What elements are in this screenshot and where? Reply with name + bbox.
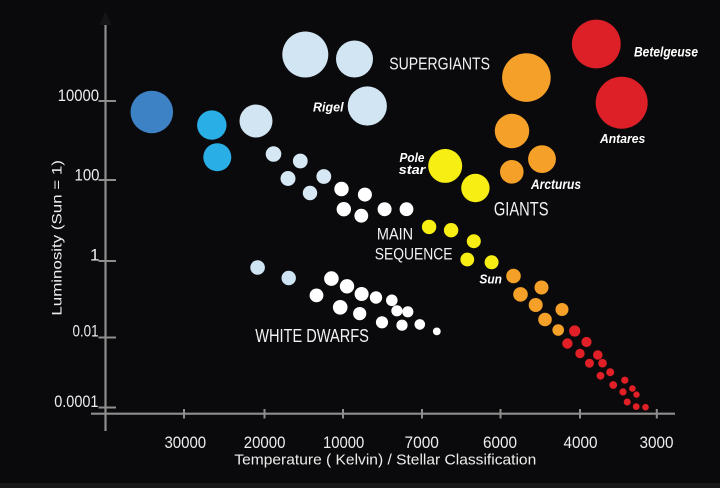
svg-text:Rigel: Rigel xyxy=(313,100,344,114)
svg-text:WHITE DWARFS: WHITE DWARFS xyxy=(255,325,369,346)
svg-text:Pole: Pole xyxy=(400,150,425,165)
svg-text:0.01: 0.01 xyxy=(73,322,99,341)
svg-text:10000: 10000 xyxy=(323,433,364,452)
svg-text:SUPERGIANTS: SUPERGIANTS xyxy=(389,54,490,74)
svg-text:Temperature ( Kelvin) / Stella: Temperature ( Kelvin) / Stellar Classifi… xyxy=(234,452,536,469)
svg-text:1: 1 xyxy=(90,245,99,264)
svg-text:Sun: Sun xyxy=(479,272,502,287)
svg-text:0.0001: 0.0001 xyxy=(54,392,98,411)
svg-text:Betelgeuse: Betelgeuse xyxy=(634,45,698,60)
svg-text:3000: 3000 xyxy=(640,433,674,452)
svg-text:star: star xyxy=(399,162,427,177)
svg-text:4000: 4000 xyxy=(564,433,598,452)
svg-text:SEQUENCE: SEQUENCE xyxy=(375,245,453,264)
svg-text:MAIN: MAIN xyxy=(377,224,413,243)
svg-text:100: 100 xyxy=(75,165,100,184)
svg-text:10000: 10000 xyxy=(58,86,99,105)
svg-text:Arcturus: Arcturus xyxy=(530,177,581,192)
svg-text:Antares: Antares xyxy=(599,132,645,146)
svg-text:6000: 6000 xyxy=(483,433,517,452)
svg-text:30000: 30000 xyxy=(164,433,206,452)
svg-text:GIANTS: GIANTS xyxy=(494,200,549,221)
svg-text:7000: 7000 xyxy=(405,433,439,452)
svg-text:20000: 20000 xyxy=(244,433,286,452)
svg-text:Luminosity (Sun = 1): Luminosity (Sun = 1) xyxy=(49,160,65,316)
